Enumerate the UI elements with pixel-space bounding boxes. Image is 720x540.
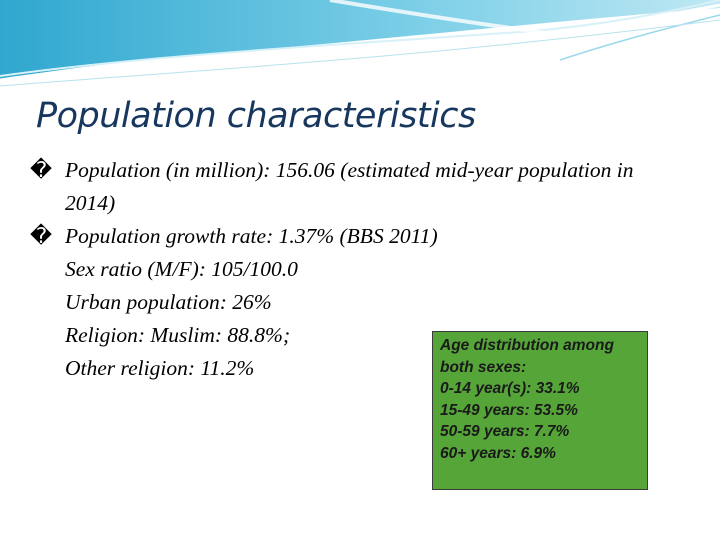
bullet-marker: � xyxy=(30,158,53,182)
body-item: � Population (in million): 156.06 (estima… xyxy=(30,154,650,220)
box-line: 50-59 years: 7.7% xyxy=(440,423,570,441)
box-line: 15-49 years: 53.5% xyxy=(440,401,578,419)
box-line: 0-14 year(s): 33.1% xyxy=(440,380,580,398)
slide-title: Population characteristics xyxy=(36,96,476,136)
body-item: Other religion: 11.2% xyxy=(30,352,650,385)
body-item: � Population growth rate: 1.37% (BBS 2011… xyxy=(30,220,650,253)
body-text-line: Other religion: 11.2% xyxy=(65,356,255,380)
box-line: Age distribution among both sexes: xyxy=(440,337,614,376)
body-text-line: Urban population: 26% xyxy=(65,290,272,314)
header-decoration xyxy=(0,0,720,87)
body-text-line: Population (in million): 156.06 (estimat… xyxy=(65,158,634,215)
body-text-line: Religion: Muslim: 88.8%; xyxy=(65,323,291,347)
bullet-marker: � xyxy=(30,224,53,248)
age-distribution-box: Age distribution among both sexes: 0-14 y… xyxy=(432,331,648,490)
box-line: 60+ years: 6.9% xyxy=(440,444,556,462)
body-item: Sex ratio (M/F): 105/100.0 xyxy=(30,253,650,286)
body-text: � Population (in million): 156.06 (estima… xyxy=(30,154,650,385)
body-item: Urban population: 26% xyxy=(30,286,650,319)
body-item: Religion: Muslim: 88.8%; xyxy=(30,319,650,352)
body-text-line: Sex ratio (M/F): 105/100.0 xyxy=(65,257,298,281)
body-text-line: Population growth rate: 1.37% (BBS 2011) xyxy=(65,224,438,248)
